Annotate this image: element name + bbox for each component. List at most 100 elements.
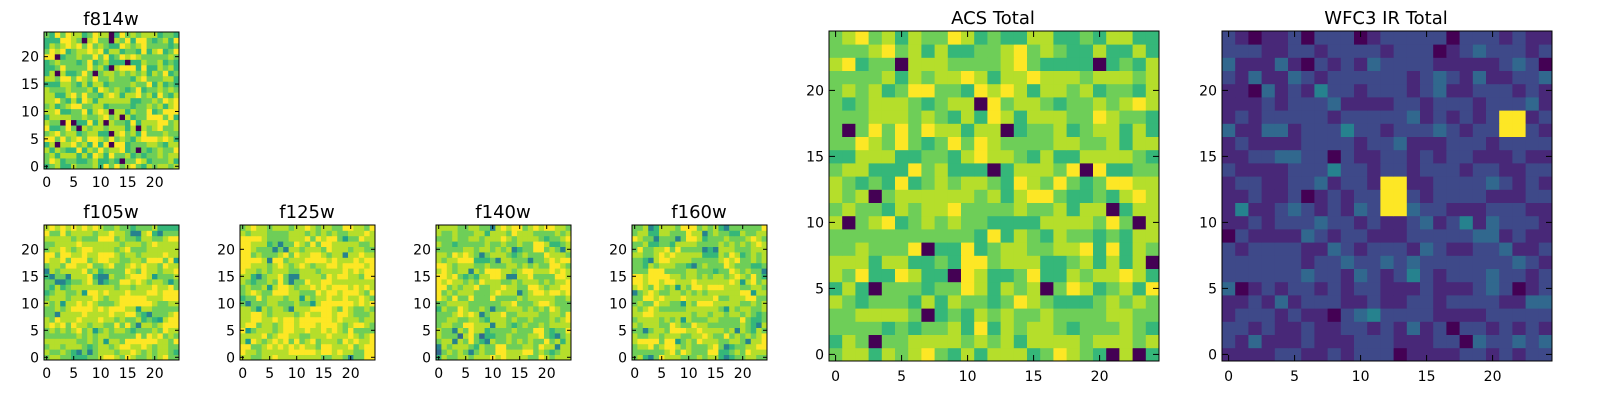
heatmap-cell: [272, 289, 279, 296]
heatmap-cell: [119, 147, 126, 153]
heatmap-cell: [135, 59, 142, 66]
heatmap-cell: [1525, 189, 1540, 203]
heatmap-cell: [267, 289, 273, 296]
x-tick-label: 0: [1224, 369, 1233, 385]
heatmap-cell: [130, 327, 137, 334]
heatmap-cell: [98, 246, 104, 253]
heatmap-cell: [533, 300, 539, 307]
heatmap-cell: [1525, 295, 1540, 309]
heatmap-cell: [1472, 70, 1487, 85]
heatmap-cell: [108, 333, 115, 339]
heatmap-cell: [135, 75, 142, 82]
heatmap-cell: [141, 147, 147, 153]
heatmap-cell: [436, 295, 442, 301]
heatmap-cell: [1538, 215, 1553, 230]
heatmap-cell: [348, 289, 354, 296]
heatmap-cell: [54, 252, 61, 258]
heatmap-cell: [554, 295, 561, 301]
heatmap-cell: [76, 75, 83, 82]
heatmap-cell: [457, 246, 464, 253]
heatmap-cell: [750, 295, 757, 301]
heatmap-cell: [125, 152, 131, 159]
heatmap-cell: [1367, 110, 1381, 124]
heatmap-cell: [680, 235, 687, 242]
heatmap-cell: [457, 316, 464, 323]
heatmap-cell: [54, 225, 61, 231]
heatmap-cell: [452, 333, 458, 339]
heatmap-cell: [71, 235, 77, 242]
heatmap-cell: [538, 246, 545, 253]
heatmap-cell: [517, 306, 523, 312]
heatmap-cell: [1145, 255, 1160, 269]
heatmap-cell: [1288, 281, 1302, 296]
heatmap-cell: [141, 48, 147, 55]
heatmap-cell: [331, 252, 338, 258]
heatmap-cell: [441, 262, 448, 269]
heatmap-cell: [1274, 321, 1289, 335]
heatmap-cell: [517, 327, 523, 334]
heatmap-cell: [240, 295, 246, 301]
heatmap-cell: [500, 289, 507, 296]
heatmap-cell: [125, 53, 131, 60]
heatmap-cell: [1367, 347, 1381, 362]
heatmap-cell: [135, 130, 142, 137]
heatmap-cell: [691, 279, 698, 285]
heatmap-cell: [321, 257, 327, 264]
heatmap-cell: [44, 262, 50, 269]
heatmap-cell: [1314, 321, 1328, 335]
heatmap-cell: [1040, 229, 1054, 243]
heatmap-cell: [554, 349, 561, 355]
heatmap-cell: [130, 75, 137, 82]
heatmap-cell: [135, 252, 142, 258]
heatmap-cell: [331, 327, 338, 334]
heatmap-cell: [974, 215, 988, 230]
heatmap-cell: [326, 354, 333, 361]
heatmap-cell: [745, 230, 752, 237]
heatmap-cell: [921, 57, 935, 71]
heatmap-cell: [1314, 97, 1328, 111]
heatmap-cell: [119, 103, 126, 110]
heatmap-cell: [146, 235, 153, 242]
heatmap-cell: [1499, 70, 1513, 85]
heatmap-cell: [1512, 70, 1526, 85]
heatmap-cell: [288, 354, 295, 361]
heatmap-cell: [1066, 123, 1081, 137]
heatmap-cell: [756, 230, 762, 237]
heatmap-cell: [565, 262, 572, 269]
heatmap-cell: [288, 327, 295, 334]
heatmap-cell: [734, 252, 741, 258]
heatmap-cell: [146, 246, 153, 253]
heatmap-cell: [1079, 57, 1094, 71]
heatmap-cell: [745, 279, 752, 285]
heatmap-cell: [98, 241, 104, 247]
heatmap-cell: [484, 338, 491, 345]
heatmap-cell: [44, 338, 50, 345]
heatmap-cell: [495, 257, 502, 264]
heatmap-cell: [81, 262, 88, 269]
heatmap-cell: [729, 252, 735, 258]
heatmap-cell: [1472, 189, 1487, 203]
heatmap-cell: [315, 295, 322, 301]
heatmap-cell: [484, 333, 491, 339]
heatmap-cell: [842, 229, 856, 243]
heatmap-cell: [441, 300, 448, 307]
heatmap-cell: [1248, 215, 1262, 230]
heatmap-cell: [1053, 308, 1067, 322]
heatmap-cell: [680, 311, 687, 318]
heatmap-cell: [1145, 70, 1160, 85]
heatmap-cell: [1079, 70, 1094, 85]
heatmap-cell: [315, 333, 322, 339]
heatmap-cell: [895, 229, 909, 243]
heatmap-cell: [1013, 70, 1028, 85]
heatmap-cell: [1393, 268, 1408, 283]
heatmap-cell: [479, 257, 485, 264]
heatmap-cell: [71, 295, 77, 301]
heatmap-cell: [500, 257, 507, 264]
heatmap-cell: [1538, 255, 1553, 269]
heatmap-cell: [961, 334, 975, 349]
heatmap-cell: [92, 152, 99, 159]
heatmap-cell: [267, 273, 273, 280]
heatmap-cell: [1066, 215, 1081, 230]
heatmap-cell: [1093, 334, 1107, 349]
heatmap-cell: [54, 75, 61, 82]
